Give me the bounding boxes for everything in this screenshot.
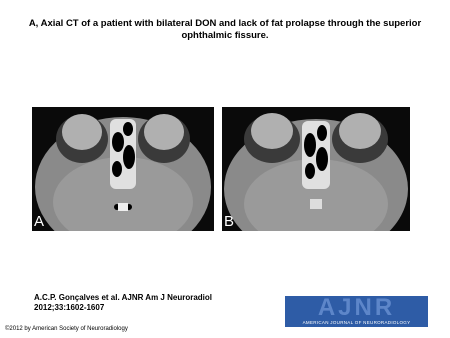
copyright: ©2012 by American Society of Neuroradiol… bbox=[5, 326, 128, 332]
ct-scan bbox=[32, 107, 214, 257]
ct-image: A bbox=[32, 107, 214, 257]
ct-scan bbox=[222, 107, 410, 259]
title-line: ophthalmic fissure. bbox=[181, 30, 269, 41]
citation: A.C.P. Gonçalves et al. AJNR Am J Neuror… bbox=[34, 293, 212, 313]
ct-image: B bbox=[222, 107, 410, 259]
panel-label: A bbox=[34, 213, 45, 230]
journal-logo: AJNR AMERICAN JOURNAL OF NEURORADIOLOGY bbox=[285, 296, 428, 327]
logo-text: AJNR bbox=[317, 294, 396, 321]
logo-subtitle: AMERICAN JOURNAL OF NEURORADIOLOGY bbox=[302, 320, 411, 325]
title-line: A, Axial CT of a patient with bilateral … bbox=[28, 18, 422, 29]
title: A, Axial CT of a patient with bilateral … bbox=[20, 18, 430, 42]
panel-label: B bbox=[224, 213, 235, 230]
citation-line: 2012;33:1602-1607 bbox=[34, 303, 105, 312]
citation-line: A.C.P. Gonçalves et al. AJNR Am J Neuror… bbox=[34, 293, 212, 302]
